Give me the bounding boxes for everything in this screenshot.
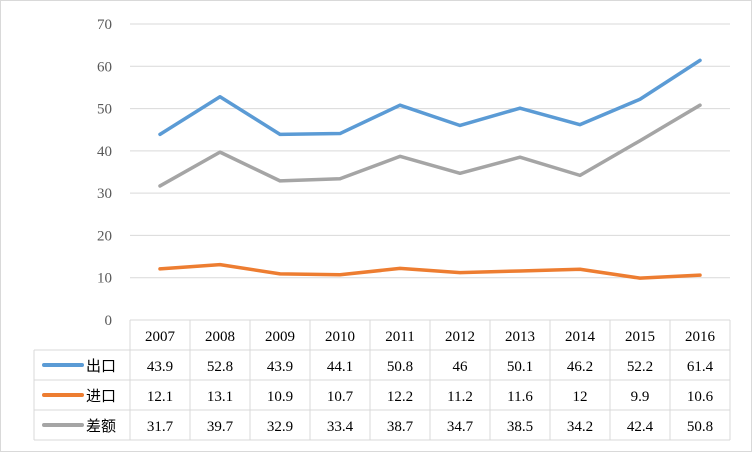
data-point xyxy=(458,171,462,175)
data-table-cell: 43.9 xyxy=(267,359,293,375)
y-tick-label: 20 xyxy=(97,228,112,244)
data-point xyxy=(698,58,702,62)
y-tick-label: 10 xyxy=(97,271,112,287)
x-category-label: 2011 xyxy=(385,329,414,345)
data-point xyxy=(398,103,402,107)
data-point xyxy=(158,184,162,188)
series-line xyxy=(158,262,702,280)
data-point xyxy=(698,273,702,277)
y-tick-label: 0 xyxy=(105,313,113,329)
data-table-cell: 10.6 xyxy=(687,389,714,405)
series-line xyxy=(158,103,702,188)
data-point xyxy=(158,267,162,271)
data-point xyxy=(398,266,402,270)
legend-label: 进口 xyxy=(86,387,116,405)
data-table-cell: 43.9 xyxy=(147,359,173,375)
legend-label: 差额 xyxy=(86,417,116,435)
data-table-cell: 34.2 xyxy=(567,419,593,435)
x-category-label: 2010 xyxy=(325,329,355,345)
data-table-cell: 34.7 xyxy=(447,419,474,435)
data-point xyxy=(338,132,342,136)
data-table-cell: 11.2 xyxy=(447,389,473,405)
data-point xyxy=(578,123,582,127)
data-point xyxy=(518,106,522,110)
data-point xyxy=(518,155,522,159)
data-point xyxy=(458,123,462,127)
data-point xyxy=(638,97,642,101)
data-point xyxy=(398,154,402,158)
data-table-cell: 13.1 xyxy=(207,389,233,405)
data-table-cell: 52.8 xyxy=(207,359,233,375)
data-point xyxy=(638,139,642,143)
data-table-cell: 50.8 xyxy=(687,419,713,435)
data-point xyxy=(578,267,582,271)
data-point xyxy=(218,263,222,267)
data-point xyxy=(518,269,522,273)
data-table-cell: 38.7 xyxy=(387,419,414,435)
data-table-cell: 38.5 xyxy=(507,419,533,435)
y-tick-label: 70 xyxy=(97,17,112,33)
data-point xyxy=(578,173,582,177)
data-table-cell: 33.4 xyxy=(327,419,354,435)
data-table-cell: 42.4 xyxy=(627,419,654,435)
data-table-cell: 46.2 xyxy=(567,359,593,375)
data-point xyxy=(638,276,642,280)
data-table-cell: 12.1 xyxy=(147,389,173,405)
x-category-label: 2016 xyxy=(685,329,716,345)
data-table-cell: 50.1 xyxy=(507,359,533,375)
x-category-label: 2009 xyxy=(265,329,295,345)
data-table-cell: 12 xyxy=(573,389,588,405)
legend-label: 出口 xyxy=(86,357,116,375)
data-point xyxy=(158,132,162,136)
data-point xyxy=(278,272,282,276)
data-point xyxy=(458,271,462,275)
y-tick-label: 50 xyxy=(97,102,112,118)
y-tick-label: 40 xyxy=(97,144,112,160)
data-table-cell: 46 xyxy=(453,359,469,375)
x-category-label: 2012 xyxy=(445,329,475,345)
data-point xyxy=(218,95,222,99)
x-category-label: 2014 xyxy=(565,329,596,345)
data-table-cell: 12.2 xyxy=(387,389,413,405)
data-point xyxy=(278,179,282,183)
x-category-label: 2015 xyxy=(625,329,655,345)
data-table-cell: 39.7 xyxy=(207,419,234,435)
data-table-cell: 61.4 xyxy=(687,359,714,375)
x-category-label: 2008 xyxy=(205,329,235,345)
data-table-cell: 10.9 xyxy=(267,389,293,405)
data-table-cell: 52.2 xyxy=(627,359,653,375)
data-table-cell: 31.7 xyxy=(147,419,174,435)
data-point xyxy=(218,150,222,154)
y-tick-label: 60 xyxy=(97,59,112,75)
x-category-label: 2007 xyxy=(145,329,176,345)
series-line xyxy=(158,58,702,137)
data-table-cell: 10.7 xyxy=(327,389,354,405)
x-category-label: 2013 xyxy=(505,329,535,345)
data-point xyxy=(698,103,702,107)
data-table-cell: 9.9 xyxy=(631,389,650,405)
y-tick-label: 30 xyxy=(97,186,112,202)
data-table-cell: 50.8 xyxy=(387,359,413,375)
data-table-cell: 32.9 xyxy=(267,419,293,435)
data-point xyxy=(338,177,342,181)
data-table-cell: 44.1 xyxy=(327,359,353,375)
data-point xyxy=(278,132,282,136)
data-point xyxy=(338,273,342,277)
data-table-cell: 11.6 xyxy=(507,389,533,405)
